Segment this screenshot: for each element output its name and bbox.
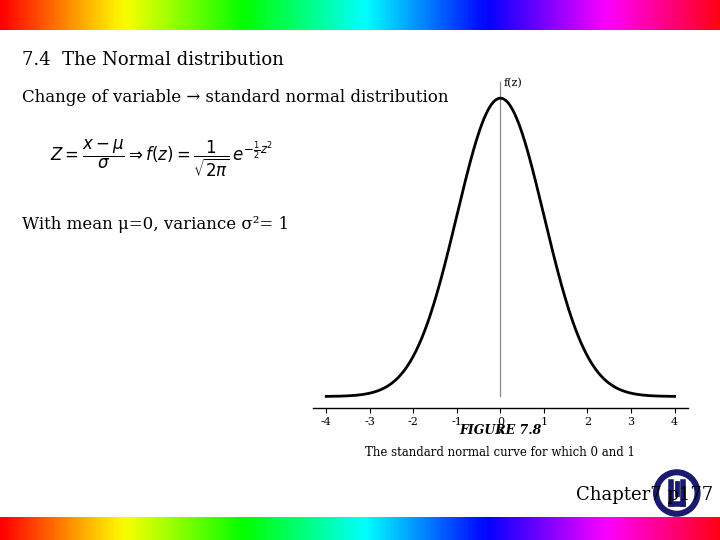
Text: Change of variable → standard normal distribution: Change of variable → standard normal dis… [22,89,448,106]
Text: $Z = \dfrac{x-\mu}{\sigma} \Rightarrow f(z) = \dfrac{1}{\sqrt{2\pi}}\,e^{-\frac{: $Z = \dfrac{x-\mu}{\sigma} \Rightarrow f… [50,138,274,179]
Text: 7.4  The Normal distribution: 7.4 The Normal distribution [22,51,284,69]
Text: f(z): f(z) [503,78,522,88]
Circle shape [654,470,700,516]
Text: The standard normal curve for which 0 and 1: The standard normal curve for which 0 an… [366,446,635,458]
Circle shape [660,476,694,510]
Text: Chapter7 p177: Chapter7 p177 [576,486,713,504]
Text: FIGURE 7.8: FIGURE 7.8 [459,424,541,437]
Text: z: z [498,425,503,435]
Text: With mean μ=0, variance σ²= 1: With mean μ=0, variance σ²= 1 [22,216,289,233]
